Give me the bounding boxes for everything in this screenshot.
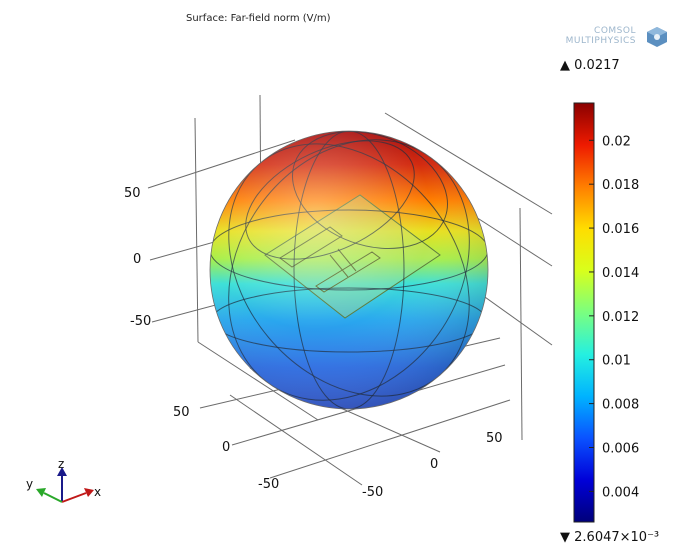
triad-y-label: y: [26, 477, 33, 491]
colorbar: [573, 102, 595, 523]
min-marker-icon: ▼: [560, 530, 570, 545]
logo-line-1: COMSOL: [594, 26, 636, 36]
colorbar-tick-label: 0.004: [602, 485, 639, 500]
y-tick-label: 0: [222, 440, 230, 455]
x-tick-label: 0: [430, 457, 438, 472]
x-tick-label: -50: [362, 485, 383, 500]
colorbar-ticks: 0.02 0.018 0.016 0.014 0.012 0.01 0.008 0.006 0.…: [589, 134, 639, 500]
triad-x-label: x: [94, 485, 101, 499]
colorbar-tick-label: 0.006: [602, 441, 639, 456]
colorbar-max: ▲ 0.0217: [560, 58, 620, 73]
colorbar-tick-label: 0.02: [602, 134, 631, 149]
colorbar-min-value: 2.6047×10⁻³: [574, 530, 660, 545]
comsol-logo: COMSOL MULTIPHYSICS: [566, 26, 636, 46]
comsol-logo-icon: [647, 27, 667, 47]
y-tick-label: -50: [258, 477, 279, 492]
colorbar-tick-label: 0.016: [602, 222, 639, 237]
y-axis-ticks: 50 0 -50: [173, 405, 279, 492]
z-tick-label: 50: [124, 186, 141, 201]
z-tick-label: 0: [133, 252, 141, 267]
plot-title: Surface: Far-field norm (V/m): [186, 13, 331, 24]
colorbar-min: ▼ 2.6047×10⁻³: [560, 530, 659, 545]
colorbar-tick-label: 0.018: [602, 178, 639, 193]
colorbar-tick-label: 0.008: [602, 398, 639, 413]
x-tick-label: 50: [486, 431, 503, 446]
logo-line-2: MULTIPHYSICS: [565, 36, 636, 46]
z-tick-label: -50: [130, 314, 151, 329]
colorbar-tick-label: 0.014: [602, 266, 639, 281]
far-field-sphere: [209, 130, 489, 410]
axis-triad: z y x: [26, 457, 101, 503]
y-tick-label: 50: [173, 405, 190, 420]
colorbar-max-value: 0.0217: [574, 58, 620, 73]
triad-z-label: z: [58, 457, 64, 471]
max-marker-icon: ▲: [560, 58, 570, 73]
x-axis-ticks: 50 0 -50: [362, 431, 503, 500]
colorbar-tick-label: 0.012: [602, 310, 639, 325]
colorbar-tick-label: 0.01: [602, 354, 631, 369]
z-axis-ticks: 50 0 -50: [124, 186, 151, 329]
